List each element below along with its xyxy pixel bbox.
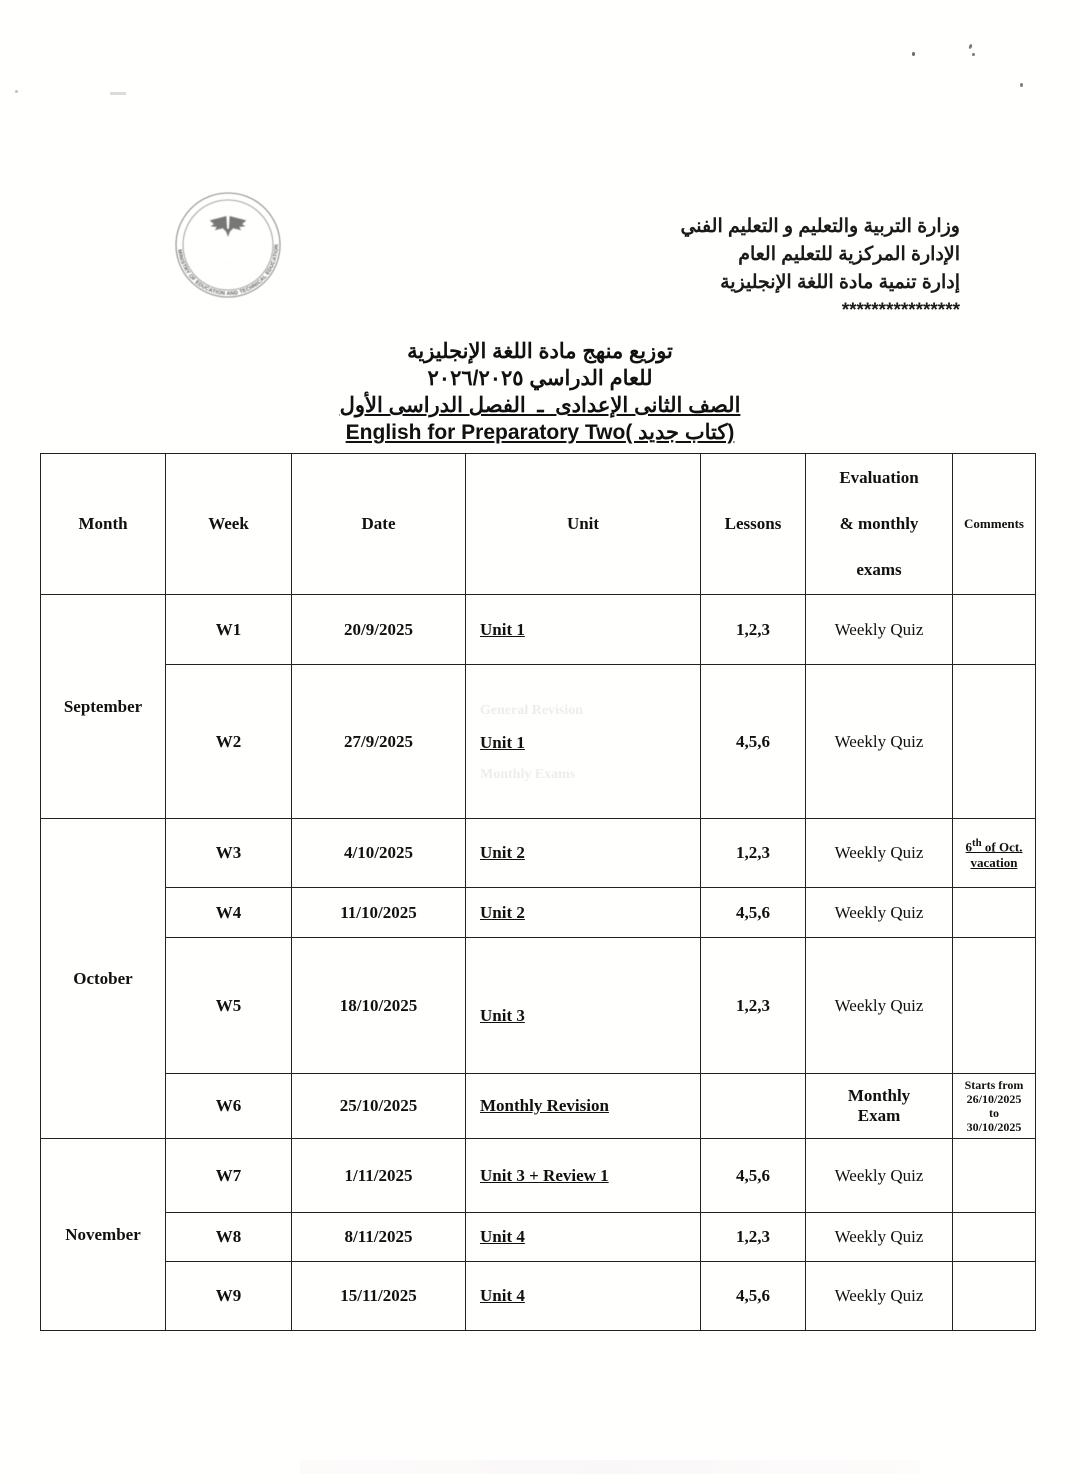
svg-text:. . . . . . .: . . . . . . . [221, 250, 235, 255]
svg-text:. . . . .: . . . . . [223, 259, 233, 264]
